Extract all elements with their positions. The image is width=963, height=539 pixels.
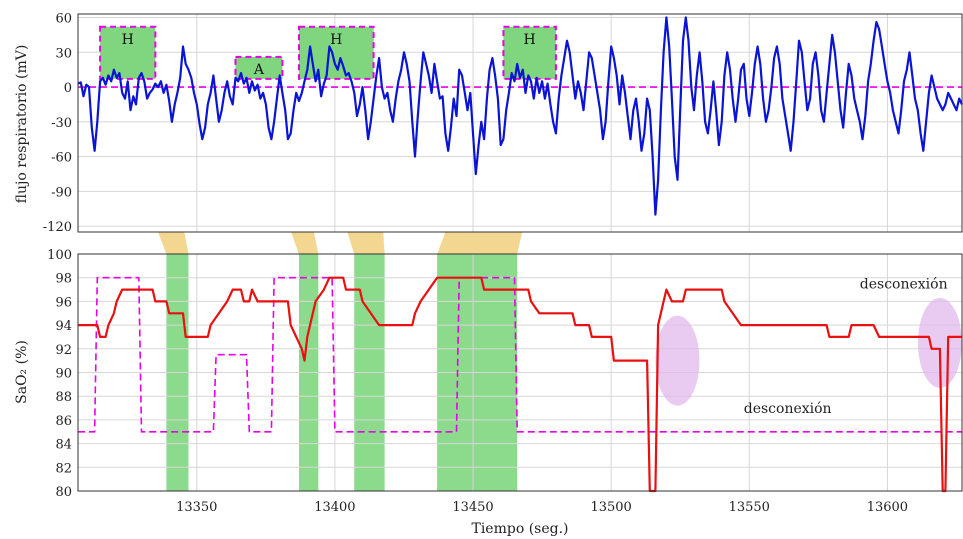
x-tick-label: 13450 (452, 500, 493, 515)
bottom-xlabel: Tiempo (seg.) (471, 521, 568, 537)
disconnect-label: desconexión (744, 401, 832, 417)
flow-series (77, 16, 963, 216)
flow-line (77, 16, 963, 216)
y-tick-label: 60 (55, 11, 72, 26)
y-tick-label: 90 (55, 367, 72, 382)
top-ylabel: flujo respiratorio (mV) (14, 45, 30, 204)
spo2-line (78, 276, 962, 493)
x-tick-label: 13550 (729, 500, 770, 515)
top-axes: -120 -90 -60 -30 0 30 60 (43, 11, 963, 235)
bottom-ylabel: SaO₂ (%) (14, 340, 30, 404)
bottom-frame (77, 253, 963, 492)
x-tick-label: 13350 (176, 500, 217, 515)
disconnect-label: desconexión (860, 276, 948, 292)
y-tick-label: 86 (55, 414, 72, 429)
event-box-label: H (122, 32, 134, 48)
y-tick-label: 0 (64, 81, 72, 96)
x-tick-label: 13600 (867, 500, 908, 515)
y-tick-label: 82 (55, 461, 72, 476)
y-tick-label: -30 (51, 116, 72, 131)
disconnect-ellipse (917, 297, 962, 388)
y-tick-label: -90 (51, 185, 72, 200)
y-tick-label: 100 (47, 248, 72, 263)
event-box (99, 25, 157, 80)
disconnect-ellipse (655, 315, 700, 406)
y-tick-label: 80 (55, 485, 72, 500)
bottom-panel-spo2: desconexión desconexión 80 82 84 86 88 90 92 94 9… (47, 248, 963, 515)
y-tick-label: 96 (55, 295, 72, 310)
y-tick-label: -120 (43, 220, 72, 235)
y-tick-label: 94 (55, 319, 72, 334)
y-tick-label: 88 (55, 390, 72, 405)
event-box (234, 55, 284, 80)
y-tick-label: -60 (51, 151, 72, 166)
spo2-series: desconexión desconexión (78, 276, 962, 493)
y-tick-label: 98 (55, 272, 72, 287)
x-tick-label: 13400 (314, 500, 355, 515)
x-tick-label: 13500 (590, 500, 631, 515)
event-box-label: A (253, 62, 265, 78)
event-box-label: H (524, 32, 536, 48)
disconnect-ellipses (655, 297, 962, 406)
y-tick-label: 92 (55, 343, 72, 358)
y-tick-label: 84 (55, 438, 72, 453)
y-tick-label: 30 (55, 46, 72, 61)
top-panel-flow: H A H H -120 -90 -60 -30 0 30 60 (43, 11, 963, 235)
event-box-label: H (330, 32, 342, 48)
bottom-axes: 80 82 84 86 88 90 92 94 96 98 100 13350 13400 13450 13… (47, 248, 963, 515)
top-frame (77, 13, 963, 233)
reference-dashed-line (78, 276, 962, 433)
